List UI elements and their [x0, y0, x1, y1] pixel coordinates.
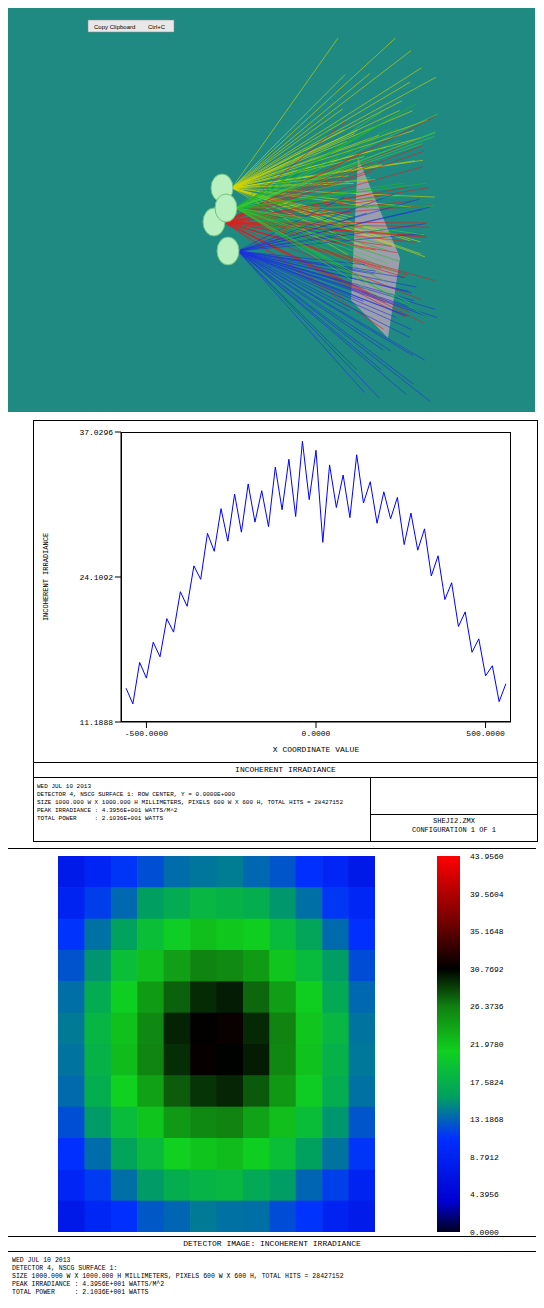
svg-text:X COORDINATE VALUE: X COORDINATE VALUE: [273, 745, 360, 754]
html-text:WED JUL 10 2013: WED JUL 10 2013: [37, 783, 91, 790]
svg-text:21.9780: 21.9780: [470, 1040, 504, 1049]
svg-text:43.9560: 43.9560: [470, 852, 504, 861]
svg-text:26.3736: 26.3736: [470, 1002, 504, 1011]
html-text:DETECTOR 4, NSCG SURFACE 1: RO: DETECTOR 4, NSCG SURFACE 1: ROW CENTER, …: [37, 791, 235, 798]
svg-text:30.7692: 30.7692: [470, 965, 504, 974]
html-text:CONFIGURATION 1 OF 1: CONFIGURATION 1 OF 1: [412, 826, 496, 834]
svg-text:17.5824: 17.5824: [470, 1078, 504, 1087]
html-text:TOTAL POWER : 2.1036E+001 WATT: TOTAL POWER : 2.1036E+001 WATTS: [12, 1289, 149, 1296]
html-text:PEAK IRRADIANCE : 4.3956E+001: PEAK IRRADIANCE : 4.3956E+001 WATTS/M^2: [37, 807, 178, 814]
svg-text:35.1648: 35.1648: [470, 927, 504, 936]
html-text:WED JUL 10 2013: WED JUL 10 2013: [12, 1257, 71, 1264]
html-text:INCOHERENT IRRADIANCE: INCOHERENT IRRADIANCE: [235, 765, 336, 774]
svg-text:13.1868: 13.1868: [470, 1115, 504, 1124]
html-text:PEAK IRRADIANCE : 4.3956E+001: PEAK IRRADIANCE : 4.3956E+001 WATTS/M^2: [12, 1281, 165, 1288]
svg-text:INCOHERENT IRRADIANCE: INCOHERENT IRRADIANCE: [42, 533, 50, 621]
html-text:SIZE 1000.000 W X 1000.000 H M: SIZE 1000.000 W X 1000.000 H MILLIMETERS…: [12, 1273, 344, 1280]
svg-text:0.0000: 0.0000: [470, 1228, 499, 1237]
svg-text:Ctrl+C: Ctrl+C: [148, 24, 166, 30]
svg-text:Copy Clipboard: Copy Clipboard: [94, 24, 135, 30]
html-text:DETECTOR IMAGE: INCOHERENT IRR: DETECTOR IMAGE: INCOHERENT IRRADIANCE: [183, 1239, 361, 1248]
svg-text:8.7912: 8.7912: [470, 1153, 499, 1162]
html-text:SIZE 1000.000 W X 1000.000 H M: SIZE 1000.000 W X 1000.000 H MILLIMETERS…: [37, 799, 344, 806]
svg-text:-500.0000: -500.0000: [125, 729, 168, 738]
svg-text:11.1888: 11.1888: [79, 718, 113, 727]
svg-text:24.1092: 24.1092: [79, 573, 113, 582]
svg-text:500.0000: 500.0000: [466, 729, 505, 738]
svg-text:39.5604: 39.5604: [470, 890, 504, 899]
html-text:TOTAL POWER : 2.1036E+001 WATT: TOTAL POWER : 2.1036E+001 WATTS: [37, 815, 163, 822]
svg-text:4.3956: 4.3956: [470, 1190, 499, 1199]
html-text:DETECTOR 4, NSCG SURFACE 1:: DETECTOR 4, NSCG SURFACE 1:: [12, 1265, 118, 1272]
html-text:SHEJI2.ZMX: SHEJI2.ZMX: [433, 817, 475, 825]
svg-text:0.0000: 0.0000: [302, 729, 331, 738]
svg-text:37.0296: 37.0296: [79, 428, 113, 437]
